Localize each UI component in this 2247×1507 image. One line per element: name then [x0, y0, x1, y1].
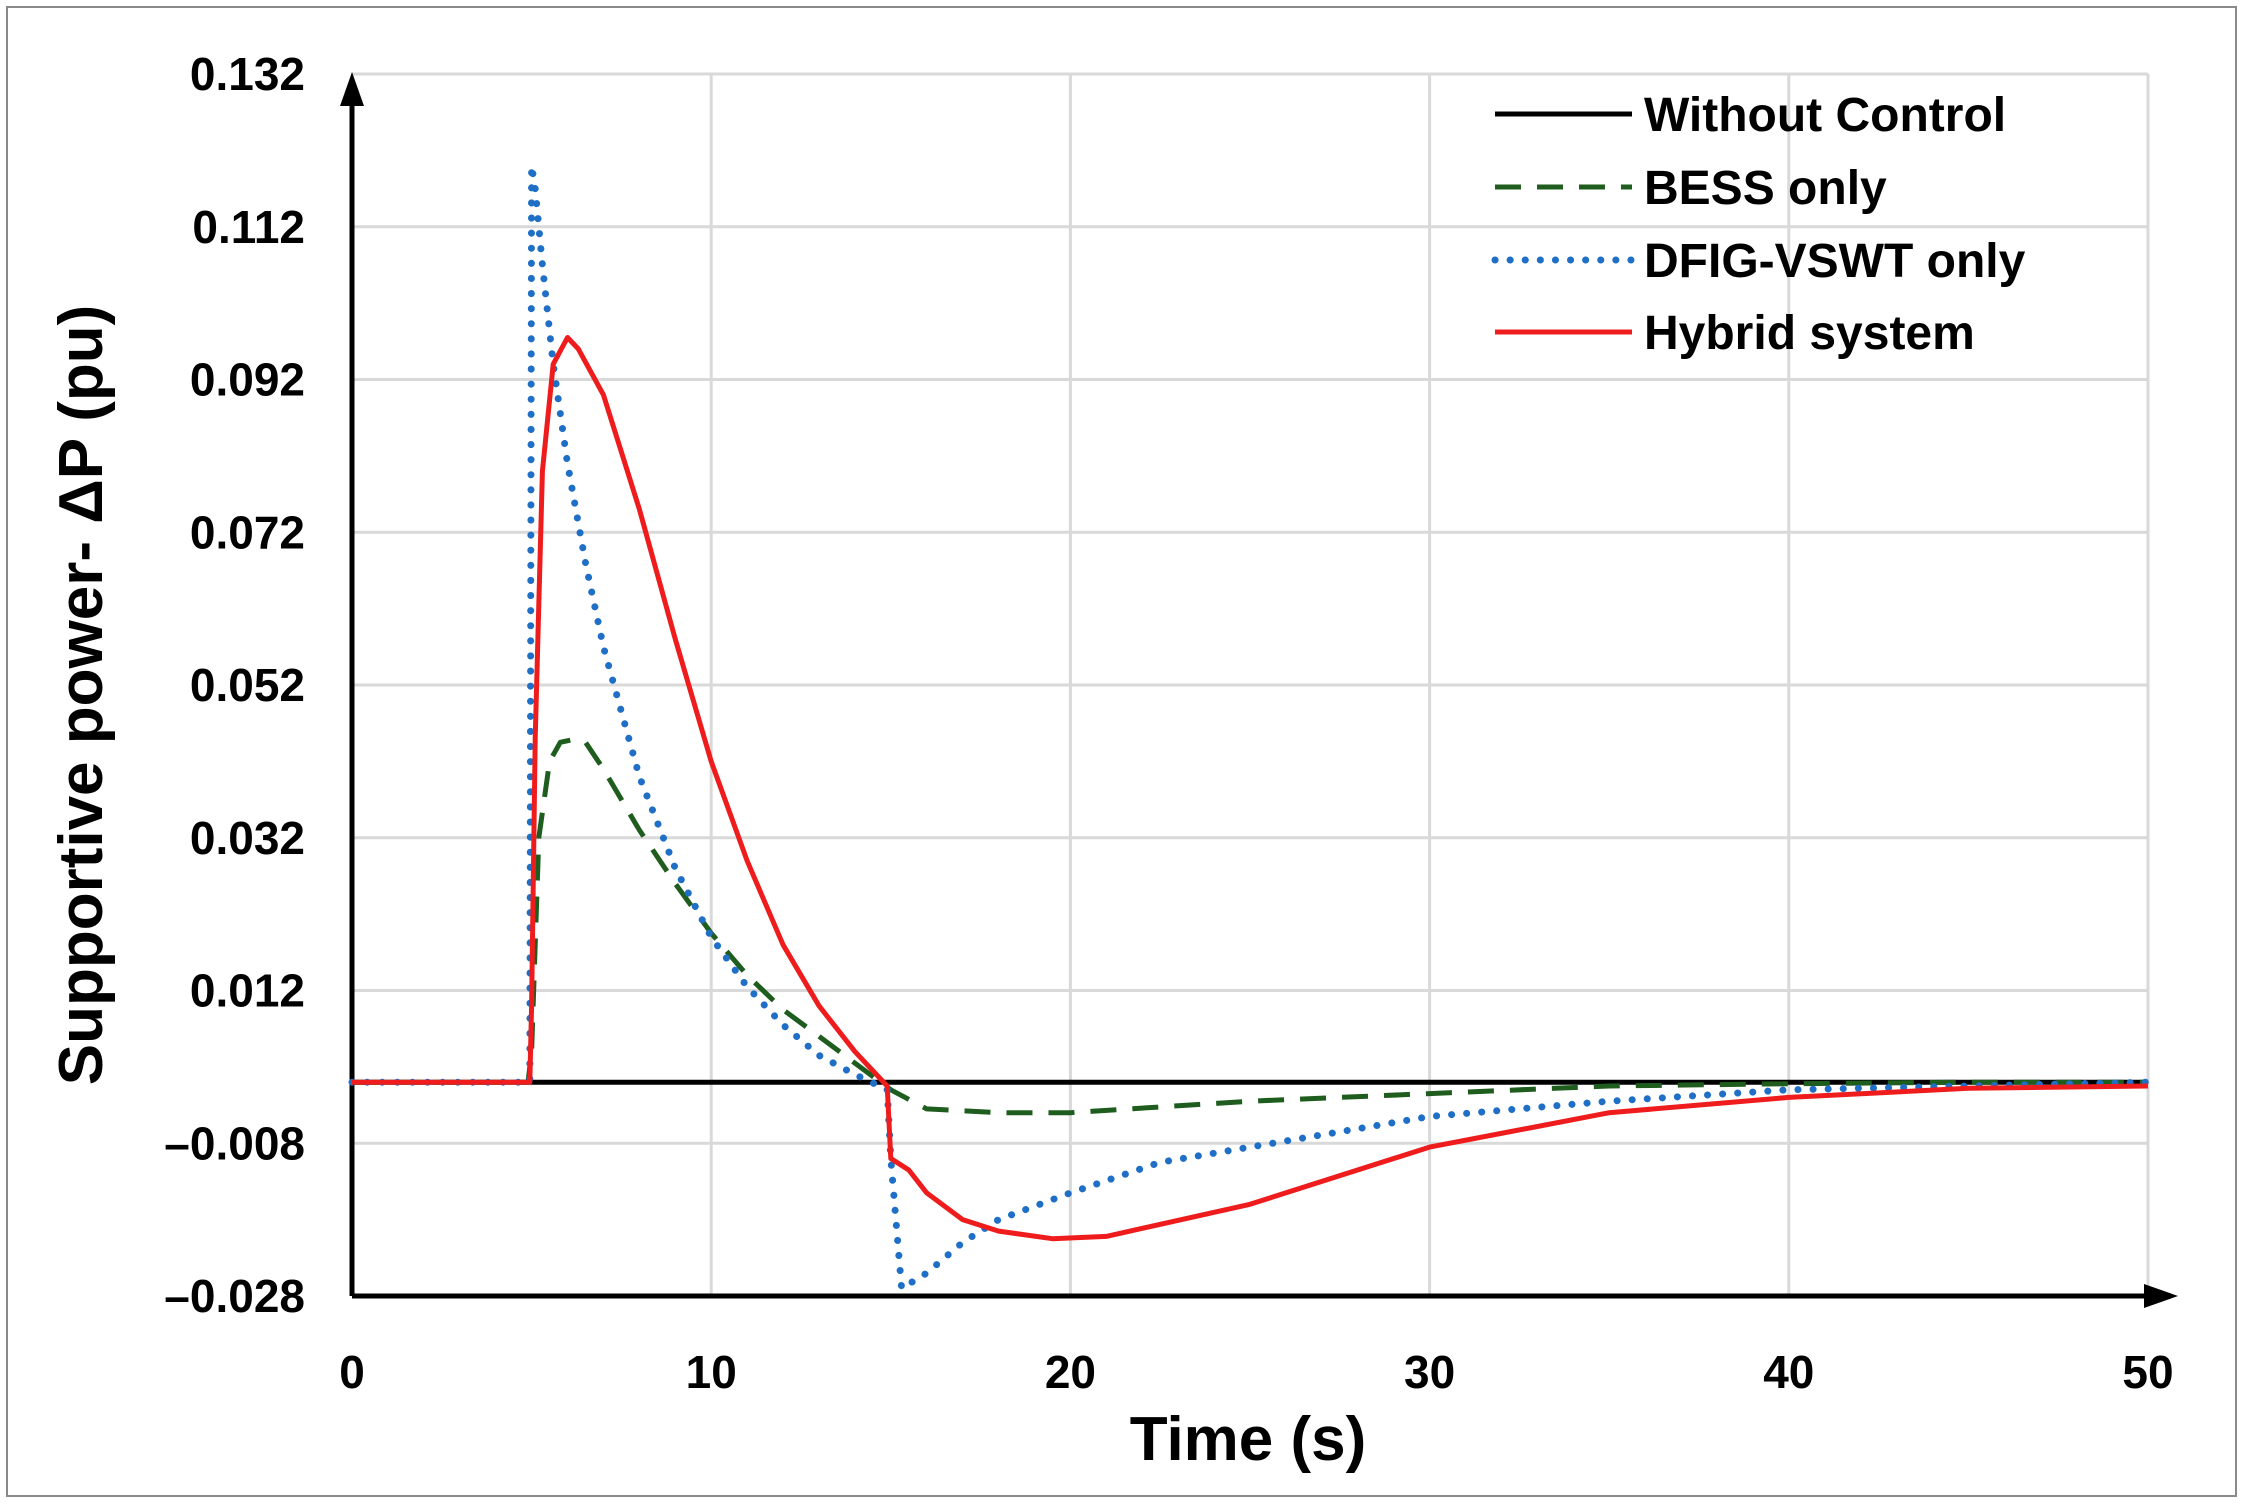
series-lines	[348, 162, 2152, 1292]
x-tick-labels: 0 10 20 30 40 50	[339, 1346, 2173, 1398]
legend-label: BESS only	[1644, 162, 1887, 215]
x-tick-label: 40	[1763, 1346, 1814, 1398]
y-tick-label: 0.112	[192, 201, 305, 253]
series-line-bess-only	[352, 737, 2148, 1116]
legend-label: Hybrid system	[1644, 307, 1975, 360]
y-tick-label: 0.092	[190, 354, 305, 406]
grid-lines	[352, 72, 2150, 1296]
x-axis-title: Time (s)	[1130, 1405, 1367, 1474]
chart-frame	[6, 6, 2237, 1497]
y-tick-label: 0.032	[190, 812, 305, 864]
legend-label: Without Control	[1644, 89, 2006, 142]
axes	[340, 72, 2178, 1308]
x-tick-label: 10	[686, 1346, 737, 1398]
legend-label: DFIG-VSWT only	[1644, 235, 2026, 288]
legend: Without Control BESS only DFIG-VSWT only Hy…	[1491, 89, 2026, 360]
x-tick-label: 50	[2122, 1346, 2173, 1398]
y-tick-label: –0.008	[164, 1117, 305, 1169]
x-axis-arrow	[2144, 1284, 2178, 1308]
series-line-hybrid-system	[352, 335, 2149, 1242]
y-tick-labels: 0.132 0.112 0.092 0.072 0.052 0.032 0.012 –0.00…	[164, 48, 305, 1322]
y-axis-arrow	[340, 72, 364, 106]
x-tick-label: 30	[1404, 1346, 1455, 1398]
y-tick-label: 0.052	[190, 659, 305, 711]
y-tick-label: –0.028	[164, 1270, 305, 1322]
y-tick-label: 0.132	[190, 48, 305, 100]
y-axis-title: Supportive power- ΔP (pu)	[47, 305, 116, 1086]
x-tick-label: 0	[339, 1346, 365, 1398]
x-tick-label: 20	[1045, 1346, 1096, 1398]
y-tick-label: 0.012	[190, 965, 305, 1017]
y-tick-label: 0.072	[190, 506, 305, 558]
